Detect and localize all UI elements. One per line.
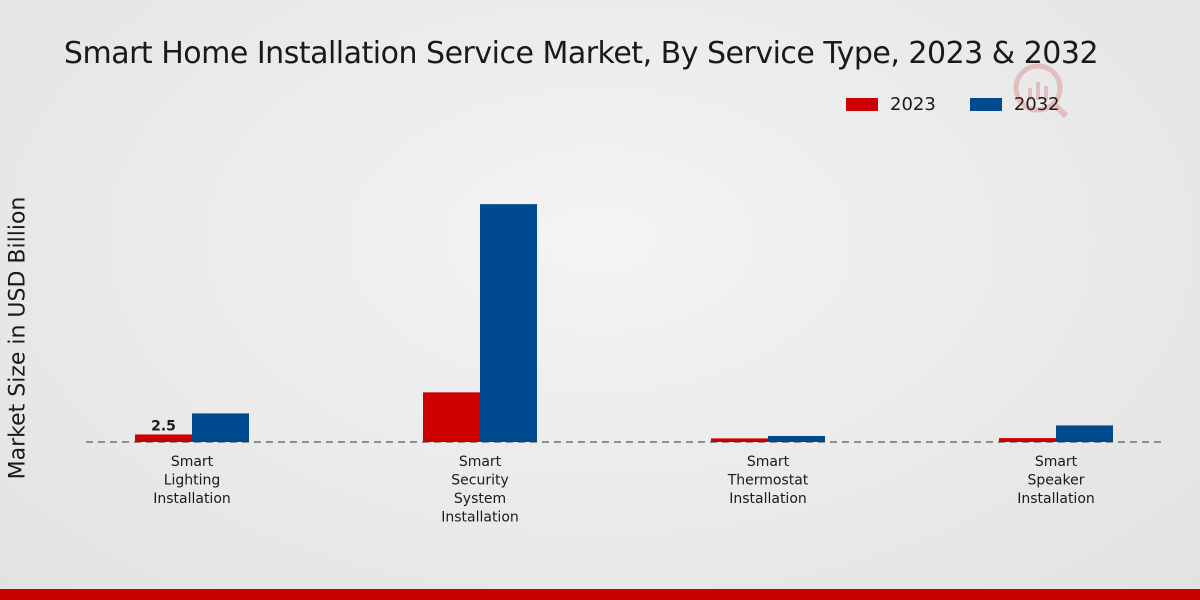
footer-bar (0, 589, 1200, 600)
x-tick-label-2: Smart Thermostat Installation (727, 454, 809, 507)
bar-2023-2 (711, 438, 768, 442)
watermark-logo-icon (1013, 63, 1069, 119)
legend: 2023 2032 (846, 94, 1094, 115)
bar-2032-2 (768, 435, 825, 442)
x-tick-label-0: Smart Lighting Installation (153, 454, 231, 507)
legend-label-2023: 2023 (890, 94, 936, 115)
bar-2032-1 (480, 204, 537, 442)
bar-2032-3 (1056, 425, 1113, 442)
legend-item-2032: 2032 (969, 94, 1060, 115)
bar-2032-0 (192, 413, 249, 442)
x-tick-label-3: Smart Speaker Installation (1017, 454, 1095, 507)
bar-2023-1 (423, 392, 480, 442)
data-label-2023-0: 2.5 (151, 418, 176, 434)
chart-title: Smart Home Installation Service Market, … (63, 36, 1099, 71)
legend-swatch-2032 (969, 98, 1002, 111)
legend-item-2023: 2023 (846, 94, 936, 115)
x-tick-label-1: Smart Security System Installation (441, 454, 519, 526)
bar-2023-0 (135, 434, 192, 442)
bar-2023-3 (999, 438, 1056, 442)
legend-label-2032: 2032 (1013, 94, 1060, 115)
legend-swatch-2023 (846, 98, 878, 111)
